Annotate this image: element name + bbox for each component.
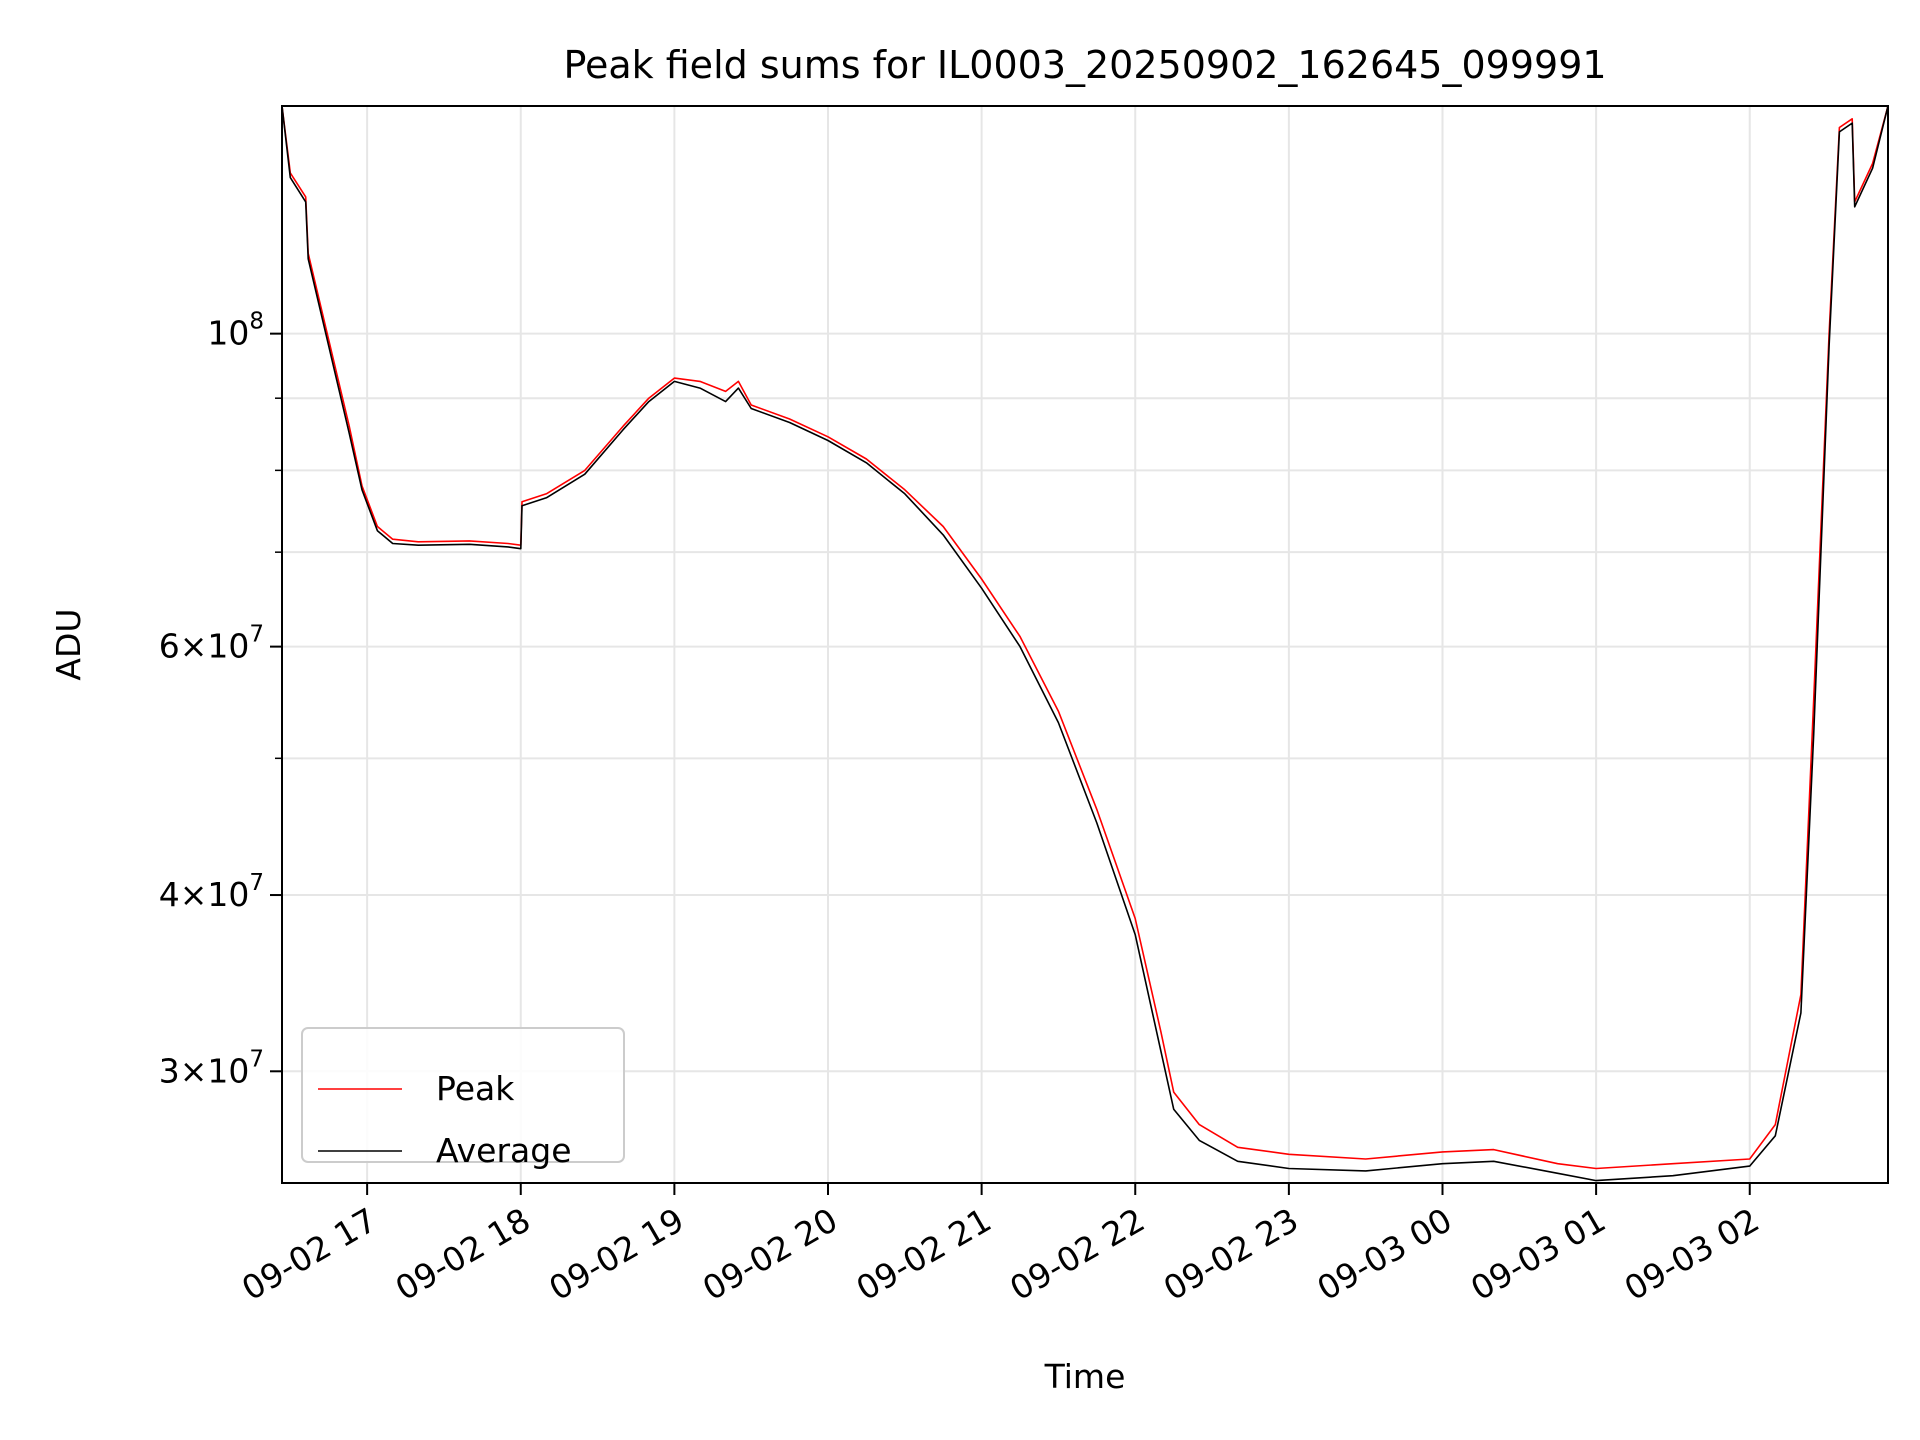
y-tick-base: 10 [207,314,249,353]
y-tick-mantissa: 6× [159,627,208,666]
y-tick-mantissa: 3× [159,1051,208,1090]
y-tick-base: 10 [207,627,249,666]
chart-title: Peak field sums for IL0003_20250902_1626… [563,43,1606,87]
x-axis-label: Time [1044,1357,1126,1396]
y-tick-label: 6×107 [159,622,264,666]
plot-frame [281,105,1889,1184]
legend-box [301,1027,625,1163]
y-tick-base: 10 [207,1051,249,1090]
y-axis-label: ADU [49,608,88,680]
legend-label-peak: Peak [436,1069,515,1108]
grid [282,106,1888,1183]
legend-label-average: Average [436,1131,572,1170]
y-tick-label: 108 [207,309,264,353]
plot-lines [281,105,1889,1182]
y-tick-label: 4×107 [159,870,264,914]
y-tick-exponent: 7 [249,622,264,648]
series-line-average [281,105,1889,1182]
series-line-peak [281,105,1889,1170]
y-tick-exponent: 7 [249,1046,264,1072]
y-tick-exponent: 7 [249,870,264,896]
legend: Peak Average [301,1027,625,1170]
y-tick-base: 10 [207,875,249,914]
y-tick-mantissa: 4× [159,875,208,914]
y-tick-exponent: 8 [249,309,264,335]
y-tick-label: 3×107 [159,1046,264,1090]
